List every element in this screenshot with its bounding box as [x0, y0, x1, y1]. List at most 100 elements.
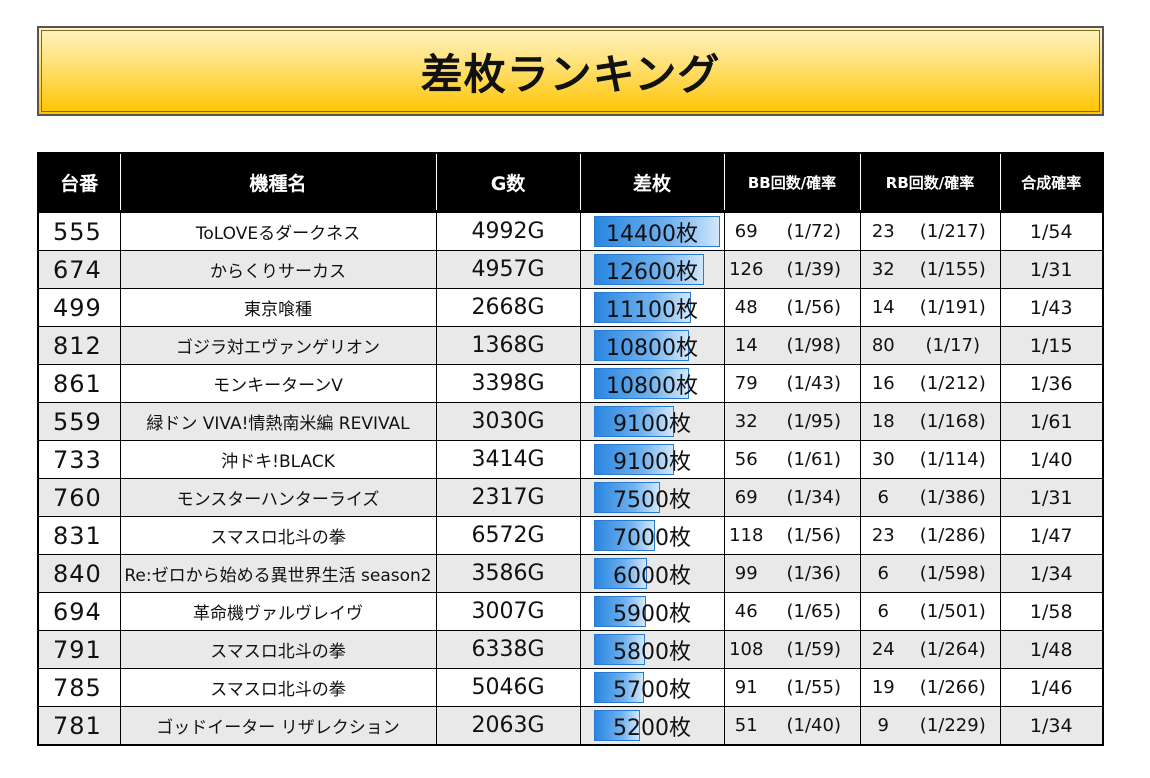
machine-number: 674 — [39, 250, 120, 289]
machine-name: モンスターハンターライズ — [119, 478, 436, 517]
diff-bar — [593, 330, 689, 361]
diff-coins: 10800枚 — [579, 364, 724, 403]
rb-count: 80 — [859, 326, 907, 365]
rb-probability: (1/114) — [906, 440, 1001, 479]
diff-coins: 5900枚 — [579, 592, 724, 631]
rb-count: 16 — [859, 364, 907, 403]
bb-probability: (1/43) — [768, 364, 861, 403]
game-count: 4992G — [435, 210, 580, 251]
game-count: 6338G — [435, 630, 580, 669]
machine-number: 831 — [39, 516, 120, 555]
bb-probability: (1/36) — [768, 554, 861, 593]
machine-number: 861 — [39, 364, 120, 403]
machine-number: 733 — [39, 440, 120, 479]
bb-count: 69 — [723, 210, 768, 251]
rb-probability: (1/191) — [906, 288, 1001, 327]
machine-number: 760 — [39, 478, 120, 517]
diff-coins: 11100枚 — [579, 288, 724, 327]
diff-coins: 12600枚 — [579, 250, 724, 289]
table-row: 760 モンスターハンターライズ 2317G 7500枚 69 (1/34) 6 (1/386… — [39, 478, 1103, 517]
table-row: 674 からくりサーカス 4957G 12600枚 126 (1/39) 32 (1/155)… — [39, 250, 1103, 289]
diff-coins: 5800枚 — [579, 630, 724, 669]
diff-bar — [593, 710, 640, 741]
diff-coins: 10800枚 — [579, 326, 724, 365]
bb-count: 56 — [723, 440, 768, 479]
table-row: 694 革命機ヴァルヴレイヴ 3007G 5900枚 46 (1/65) 6 (1/501) 1… — [39, 592, 1103, 631]
rb-count: 9 — [859, 706, 907, 744]
machine-number: 694 — [39, 592, 120, 631]
diff-bar — [593, 292, 691, 323]
bb-count: 118 — [723, 516, 768, 555]
rb-count: 23 — [859, 210, 907, 251]
table-row: 781 ゴッドイーター リザレクション 2063G 5200枚 51 (1/40) 9 (1/… — [39, 706, 1103, 744]
machine-name: ゴジラ対エヴァンゲリオン — [119, 326, 436, 365]
game-count: 6572G — [435, 516, 580, 555]
diff-bar — [593, 216, 720, 247]
bb-count: 126 — [723, 250, 768, 289]
machine-name: ゴッドイーター リザレクション — [119, 706, 436, 744]
rb-count: 32 — [859, 250, 907, 289]
machine-name: 沖ドキ!BLACK — [119, 440, 436, 479]
combined-probability: 1/34 — [999, 554, 1103, 593]
diff-bar — [593, 558, 647, 589]
machine-name: ToLOVEるダークネス — [119, 210, 436, 251]
diff-coins: 7000枚 — [579, 516, 724, 555]
game-count: 3007G — [435, 592, 580, 631]
rb-probability: (1/264) — [906, 630, 1001, 669]
combined-probability: 1/47 — [999, 516, 1103, 555]
rb-count: 19 — [859, 668, 907, 707]
diff-value: 7000枚 — [613, 525, 691, 551]
diff-bar — [593, 368, 689, 399]
machine-name: 革命機ヴァルヴレイヴ — [119, 592, 436, 631]
bb-count: 91 — [723, 668, 768, 707]
bb-count: 99 — [723, 554, 768, 593]
table-row: 861 モンキーターンV 3398G 10800枚 79 (1/43) 16 (1/212) 1… — [39, 364, 1103, 403]
game-count: 2668G — [435, 288, 580, 327]
combined-probability: 1/36 — [999, 364, 1103, 403]
diff-bar — [593, 672, 644, 703]
rb-probability: (1/17) — [906, 326, 1001, 365]
rb-count: 24 — [859, 630, 907, 669]
bb-count: 108 — [723, 630, 768, 669]
rb-count: 14 — [859, 288, 907, 327]
rb-count: 23 — [859, 516, 907, 555]
bb-probability: (1/55) — [768, 668, 861, 707]
combined-probability: 1/15 — [999, 326, 1103, 365]
game-count: 3398G — [435, 364, 580, 403]
bb-count: 79 — [723, 364, 768, 403]
rb-probability: (1/286) — [906, 516, 1001, 555]
bb-count: 46 — [723, 592, 768, 631]
machine-name: スマスロ北斗の拳 — [119, 516, 436, 555]
diff-coins: 5700枚 — [579, 668, 724, 707]
table-row: 812 ゴジラ対エヴァンゲリオン 1368G 10800枚 14 (1/98) 80 (1/1… — [39, 326, 1103, 365]
bb-count: 48 — [723, 288, 768, 327]
diff-value: 10800枚 — [606, 335, 698, 361]
combined-probability: 1/58 — [999, 592, 1103, 631]
game-count: 4957G — [435, 250, 580, 289]
game-count: 3030G — [435, 402, 580, 441]
rb-probability: (1/155) — [906, 250, 1001, 289]
machine-name: 東京喰種 — [119, 288, 436, 327]
game-count: 5046G — [435, 668, 580, 707]
game-count: 3586G — [435, 554, 580, 593]
combined-probability: 1/48 — [999, 630, 1103, 669]
bb-count: 51 — [723, 706, 768, 744]
bb-probability: (1/61) — [768, 440, 861, 479]
diff-value: 9100枚 — [613, 411, 691, 437]
diff-value: 5700枚 — [613, 677, 691, 703]
header-rb: RB回数/確率 — [859, 154, 1001, 212]
rb-probability: (1/501) — [906, 592, 1001, 631]
diff-value: 7500枚 — [613, 487, 691, 513]
table-row: 785 スマスロ北斗の拳 5046G 5700枚 91 (1/55) 19 (1/266) 1/… — [39, 668, 1103, 707]
diff-bar — [593, 520, 655, 551]
page-title: 差枚ランキング — [420, 49, 721, 99]
machine-number: 791 — [39, 630, 120, 669]
machine-number: 781 — [39, 706, 120, 744]
table-row: 559 緑ドン VIVA!情熱南米編 REVIVAL 3030G 9100枚 32 (1/… — [39, 402, 1103, 441]
header-machine: 機種名 — [119, 154, 436, 212]
diff-value: 10800枚 — [606, 373, 698, 399]
machine-name: スマスロ北斗の拳 — [119, 630, 436, 669]
machine-number: 499 — [39, 288, 120, 327]
game-count: 2317G — [435, 478, 580, 517]
table-header-row: 台番 機種名 G数 差枚 BB回数/確率 RB回数/確率 合成確率 — [39, 154, 1103, 212]
